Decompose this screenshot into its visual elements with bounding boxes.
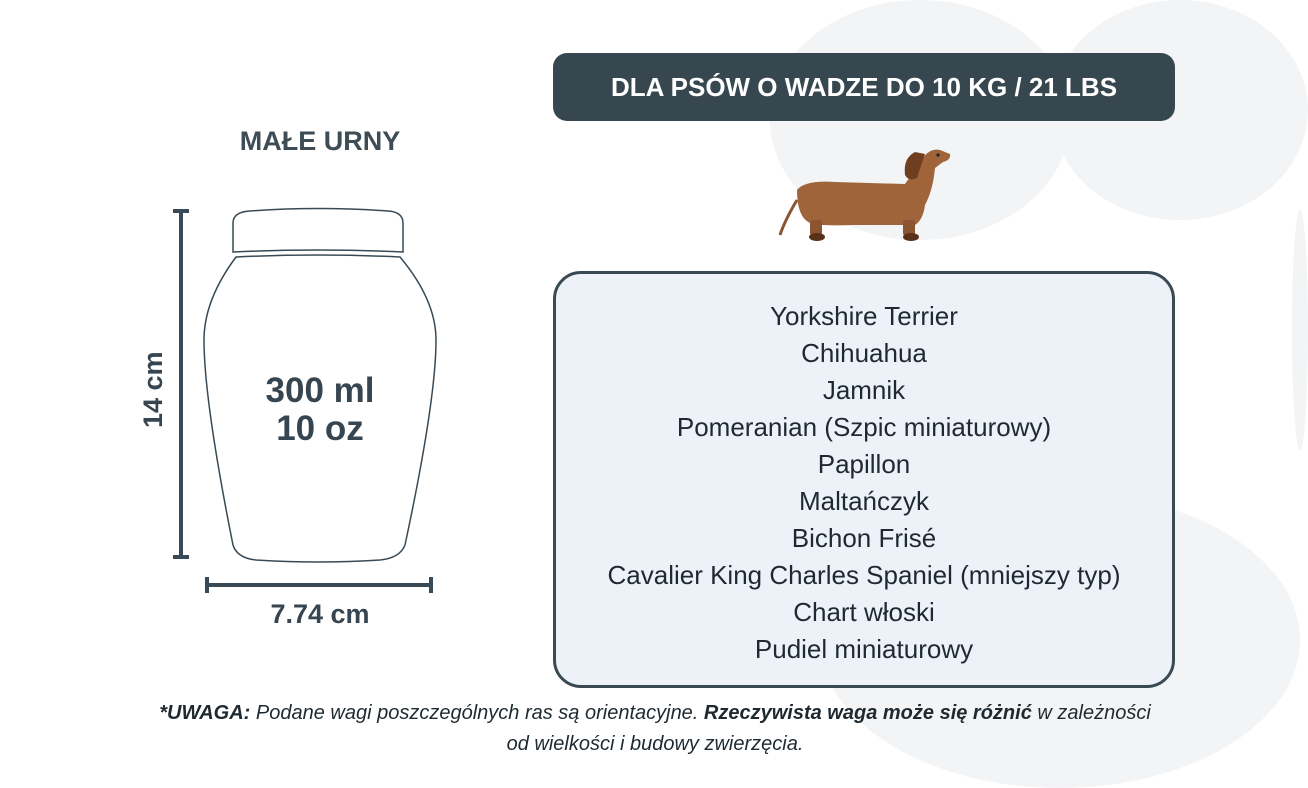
list-item: Pomeranian (Szpic miniaturowy) (676, 412, 1052, 442)
volume-ml: 300 ml (265, 371, 375, 410)
note-bold: Rzeczywista waga może się różnić (703, 702, 1032, 724)
weight-range-header: DLA PSÓW O WADZE DO 10 KG / 21 LBS (553, 53, 1175, 121)
list-item: Chart włoski (793, 597, 935, 627)
list-item: Jamnik (822, 375, 906, 405)
disclaimer-note: *UWAGA: Podane wagi poszczególnych ras s… (150, 698, 1160, 760)
width-label: 7.74 cm (270, 599, 370, 629)
urn-diagram (173, 207, 437, 593)
list-item: Pudiel miniaturowy (754, 634, 974, 664)
volume-oz: 10 oz (276, 409, 364, 448)
list-item: Cavalier King Charles Spaniel (mniejszy … (607, 560, 1121, 590)
height-dimension-line (173, 209, 189, 559)
list-item: Chihuahua (801, 338, 927, 368)
list-item: Bichon Frisé (791, 523, 937, 553)
note-text: Podane wagi poszczególnych ras są orient… (250, 702, 704, 724)
urn-body (203, 254, 437, 563)
note-text-end: w zależności od wielkości i budowy zwier… (506, 702, 1151, 755)
breed-list-panel: Yorkshire Terrier Chihuahua Jamnik Pomer… (553, 271, 1175, 688)
note-label: *UWAGA: (159, 702, 251, 724)
product-subtitle: MAŁE URNY (239, 126, 401, 156)
list-item: Yorkshire Terrier (770, 301, 958, 331)
dachshund-icon (778, 149, 951, 241)
list-item: Papillon (817, 449, 911, 479)
urn-volume: 300 ml 10 oz (215, 372, 425, 448)
urn-lid (232, 207, 404, 253)
list-item: Maltańczyk (798, 486, 930, 516)
width-dimension-line (205, 577, 433, 593)
breed-list: Yorkshire Terrier Chihuahua Jamnik Pomer… (556, 274, 1172, 668)
height-label: 14 cm (138, 351, 168, 429)
